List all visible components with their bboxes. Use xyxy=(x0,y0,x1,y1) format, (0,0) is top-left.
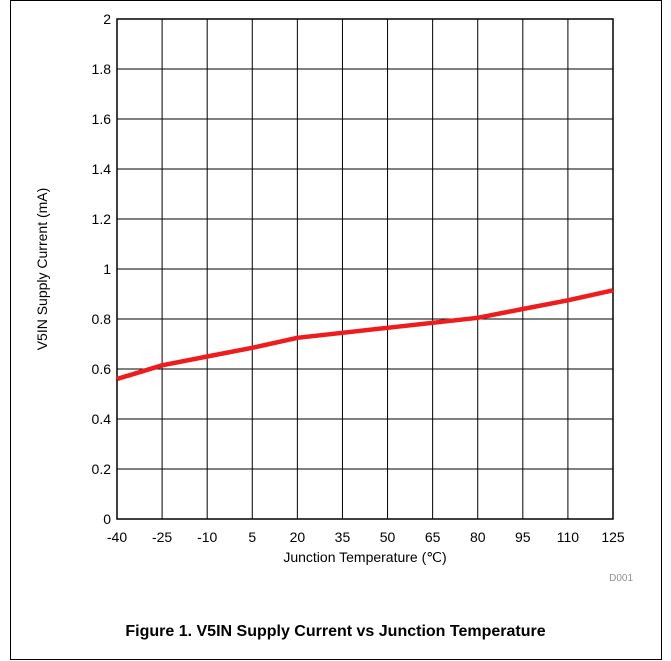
y-tick-label: 1.6 xyxy=(92,111,112,127)
grid xyxy=(116,18,614,520)
line-layer xyxy=(116,288,614,382)
x-tick-label: 20 xyxy=(290,529,306,545)
y-tick-label: 0.8 xyxy=(92,311,112,327)
y-tick-label: 0 xyxy=(103,511,111,527)
data-series-line xyxy=(116,288,614,382)
figure-frame: 0 0.2 0.4 0.6 0.8 1 1.2 1.4 1.6 1.8 2 -40 -25 -10 5 20… xyxy=(10,0,662,660)
plot-area-border xyxy=(116,18,614,520)
x-tick-label: 110 xyxy=(557,529,580,545)
y-tick-label: 0.4 xyxy=(92,411,112,427)
chart: 0 0.2 0.4 0.6 0.8 1 1.2 1.4 1.6 1.8 2 -40 -25 -10 5 20… xyxy=(34,11,633,584)
x-axis-label: Junction Temperature (℃) xyxy=(283,549,446,565)
x-tick-label: 65 xyxy=(425,529,441,545)
x-tick-label: 5 xyxy=(248,529,256,545)
figure-caption: Figure 1. V5IN Supply Current vs Junctio… xyxy=(125,623,546,640)
y-tick-label: 0.6 xyxy=(92,361,112,377)
y-tick-label: 0.2 xyxy=(92,461,112,477)
y-tick-label: 1.4 xyxy=(92,161,112,177)
x-tick-label: 35 xyxy=(335,529,351,545)
x-tick-label: -25 xyxy=(152,529,172,545)
figure-code: D001 xyxy=(609,573,633,584)
y-tick-label: 1.2 xyxy=(92,211,112,227)
plot-border xyxy=(116,18,614,520)
y-axis-label: V5IN Supply Current (mA) xyxy=(34,188,50,351)
y-tick-label: 2 xyxy=(103,11,111,27)
x-tick-label: 95 xyxy=(515,529,531,545)
y-tick-labels: 0 0.2 0.4 0.6 0.8 1 1.2 1.4 1.6 1.8 2 xyxy=(92,11,112,527)
y-tick-label: 1.8 xyxy=(92,61,112,77)
x-tick-label: 50 xyxy=(380,529,396,545)
x-tick-labels: -40 -25 -10 5 20 35 50 65 80 95 110 125 xyxy=(107,529,625,545)
x-tick-label: -10 xyxy=(197,529,217,545)
x-tick-label: 80 xyxy=(470,529,486,545)
x-tick-label: 125 xyxy=(601,529,625,545)
x-tick-label: -40 xyxy=(107,529,127,545)
y-tick-label: 1 xyxy=(103,261,111,277)
